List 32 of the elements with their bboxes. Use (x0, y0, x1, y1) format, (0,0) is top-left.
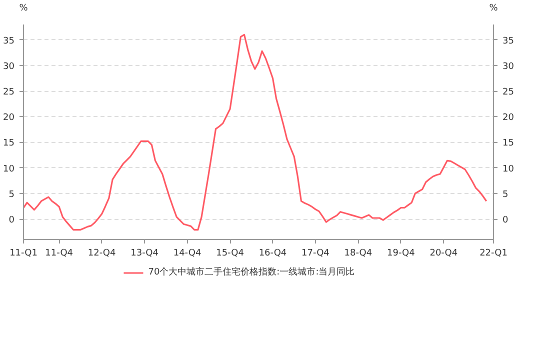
x-tick-label: 16-Q4 (258, 248, 287, 258)
y2-tick-label: 5 (502, 190, 508, 200)
x-tick-label: 11-Q1 (10, 248, 38, 258)
x-tick-label: 12-Q4 (88, 248, 116, 258)
y2-tick-label: 20 (502, 113, 514, 124)
x-tick-label: 17-Q4 (302, 248, 330, 258)
y-tick-label: 15 (3, 138, 14, 149)
y-tick-label: 10 (3, 164, 15, 174)
y2-tick-label: 35 (502, 36, 514, 46)
y2-tick-label: 0 (502, 216, 508, 226)
y-tick-label: 5 (8, 190, 15, 200)
y2-tick-label: 30 (502, 62, 514, 72)
y2-tick-label: 25 (502, 88, 514, 98)
x-tick-label: 20-Q4 (430, 248, 458, 258)
x-tick-label: 14-Q4 (173, 248, 202, 258)
x-tick-label: 13-Q4 (130, 248, 159, 258)
y-tick-label: 25 (3, 88, 14, 98)
y-tick-label: 30 (3, 62, 15, 72)
y2-tick-label: 15 (502, 138, 514, 149)
y-tick-label: 20 (3, 113, 15, 124)
y-tick-label: 0 (8, 216, 15, 226)
x-tick-label: 22-Q1 (480, 248, 508, 258)
x-tick-label: 15-Q4 (216, 248, 244, 258)
y2-axis-title: % (489, 4, 498, 14)
y2-tick-label: 10 (502, 164, 514, 174)
y-tick-label: 35 (3, 36, 14, 46)
legend-label: 70个大中城市二手住宅价格指数:一线城市:当月同比 (148, 266, 355, 278)
y-axis-title: % (19, 4, 28, 14)
x-tick-label: 19-Q4 (387, 248, 416, 258)
x-tick-label: 18-Q4 (344, 248, 372, 258)
line-series (24, 34, 488, 231)
x-tick-label: 11-Q4 (45, 248, 74, 258)
